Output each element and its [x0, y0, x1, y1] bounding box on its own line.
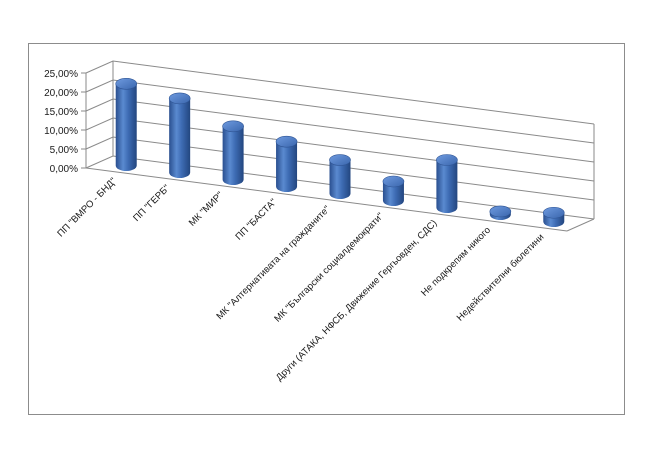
gridline: [85, 136, 595, 201]
gridline: [85, 117, 595, 182]
gridline: [85, 79, 595, 144]
bar: [542, 206, 565, 227]
bar: [222, 120, 244, 185]
category-labels: ПП "ВМРО - БНД" ПП "ГЕРБ" МК "МИР" ПП "БАСТ…: [55, 176, 546, 383]
bar-top: [168, 92, 191, 105]
bar-group: [115, 77, 565, 227]
bar-body: [222, 126, 244, 185]
bar-top: [329, 154, 351, 166]
bar: [115, 77, 138, 172]
grid-group: [85, 60, 595, 232]
bar-top: [542, 206, 565, 219]
floor-right-edge: [566, 218, 595, 232]
category-label: ПП "БАСТА": [234, 197, 280, 243]
category-label: ПП "ГЕРБ": [131, 183, 172, 224]
bar-body: [329, 160, 351, 200]
y-axis-ticks: 0,00% 5,00% 10,00% 15,00% 20,00% 25,00%: [44, 69, 86, 175]
bar-top: [275, 135, 298, 148]
category-label: МК "Алтернативата на гражданите": [214, 204, 332, 322]
chart-svg: 0,00% 5,00% 10,00% 15,00% 20,00% 25,00% ПП "В…: [44, 60, 595, 383]
bar: [382, 175, 405, 206]
bar: [329, 154, 351, 200]
y-tick-label: 0,00%: [50, 164, 78, 175]
bar-body: [382, 181, 404, 206]
bar: [436, 154, 458, 213]
bar-top: [222, 120, 244, 133]
bar-top: [436, 154, 458, 166]
bar: [275, 135, 298, 192]
y-tick-label: 10,00%: [44, 126, 78, 137]
bar-body: [276, 141, 298, 192]
bar-top: [489, 205, 512, 218]
category-label: МК "МИР": [187, 190, 226, 229]
bar-top: [382, 175, 405, 188]
category-label: МК "Български социалдемократи": [272, 211, 386, 325]
bar-body: [436, 160, 458, 213]
chart-frame: 0,00% 5,00% 10,00% 15,00% 20,00% 25,00% ПП "В…: [28, 43, 625, 415]
category-label: ПП "ВМРО - БНД": [55, 176, 118, 239]
bar-body: [115, 83, 137, 172]
gridline: [85, 98, 595, 163]
y-tick-label: 5,00%: [50, 145, 78, 156]
gridline: [85, 155, 595, 220]
gridline: [85, 60, 595, 125]
bar: [489, 205, 512, 220]
y-tick-label: 15,00%: [44, 107, 78, 118]
y-tick-label: 25,00%: [44, 69, 78, 80]
bar-top: [115, 77, 138, 90]
bar-body: [169, 98, 191, 179]
floor-front-edge: [85, 167, 568, 232]
y-tick-label: 20,00%: [44, 88, 78, 99]
bar: [168, 92, 191, 179]
